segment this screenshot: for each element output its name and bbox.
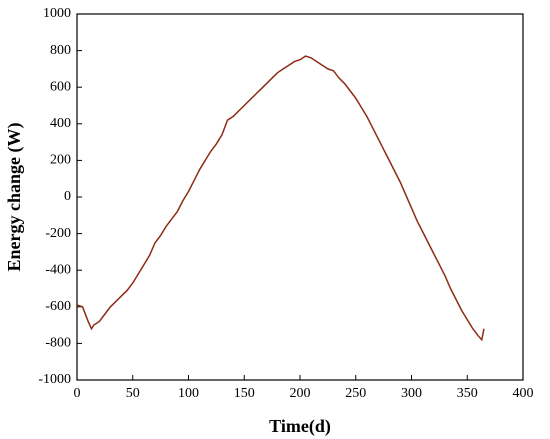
x-tick-label: 50 (126, 386, 140, 401)
y-tick-label: -600 (45, 299, 71, 314)
x-tick-label: 400 (513, 386, 534, 401)
y-tick-label: 1000 (43, 6, 71, 21)
y-tick-label: 400 (50, 116, 71, 131)
data-line (76, 55, 485, 342)
x-tick-label: 200 (290, 386, 311, 401)
y-tick-label: 200 (50, 153, 71, 168)
x-tick-label: 350 (457, 386, 478, 401)
y-tick-label: -1000 (38, 372, 71, 387)
y-tick-label: 800 (50, 43, 71, 58)
y-tick-label: 600 (50, 79, 71, 94)
x-tick-label: 0 (74, 386, 81, 401)
y-tick-label: 0 (64, 189, 71, 204)
y-axis-label: Energy change (W) (4, 123, 25, 272)
x-axis-label: Time(d) (269, 416, 331, 437)
x-tick-label: 100 (178, 386, 199, 401)
x-tick-label: 300 (401, 386, 422, 401)
x-tick-label: 250 (345, 386, 366, 401)
y-tick-label: -200 (45, 226, 71, 241)
x-tick-label: 150 (234, 386, 255, 401)
plot-frame (76, 13, 524, 381)
y-tick-label: -800 (45, 336, 71, 351)
y-tick-label: -400 (45, 262, 71, 277)
